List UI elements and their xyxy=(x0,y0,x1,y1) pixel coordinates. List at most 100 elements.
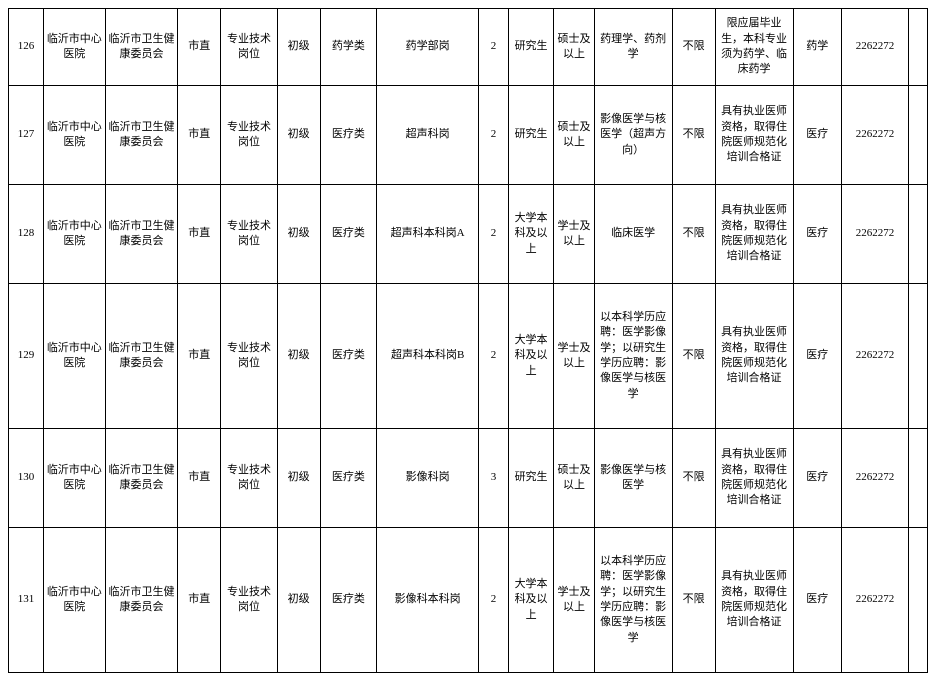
table-cell: 具有执业医师资格，取得住院医师规范化培训合格证 xyxy=(715,284,793,429)
table-cell: 临床医学 xyxy=(594,185,672,284)
table-cell: 市直 xyxy=(178,528,221,673)
table-cell: 临沂市卫生健康委员会 xyxy=(105,429,178,528)
table-cell: 以本科学历应聘：医学影像学；以研究生学历应聘：影像医学与核医学 xyxy=(594,284,672,429)
table-cell: 2262272 xyxy=(841,528,908,673)
table-cell: 医疗 xyxy=(793,429,841,528)
table-cell: 研究生 xyxy=(508,9,554,86)
table-cell: 药学 xyxy=(793,9,841,86)
table-cell: 市直 xyxy=(178,284,221,429)
table-cell xyxy=(909,429,928,528)
table-cell: 具有执业医师资格，取得住院医师规范化培训合格证 xyxy=(715,528,793,673)
table-cell: 131 xyxy=(9,528,44,673)
table-cell: 临沂市中心医院 xyxy=(43,429,105,528)
table-row: 131临沂市中心医院临沂市卫生健康委员会市直专业技术岗位初级医疗类影像科本科岗2… xyxy=(9,528,928,673)
table-cell: 医疗 xyxy=(793,284,841,429)
table-cell: 超声科本科岗B xyxy=(377,284,479,429)
table-cell: 市直 xyxy=(178,185,221,284)
table-cell: 研究生 xyxy=(508,429,554,528)
table-cell: 初级 xyxy=(277,86,320,185)
table-cell: 2262272 xyxy=(841,185,908,284)
table-cell: 以本科学历应聘：医学影像学；以研究生学历应聘：影像医学与核医学 xyxy=(594,528,672,673)
table-row: 126临沂市中心医院临沂市卫生健康委员会市直专业技术岗位初级药学类药学部岗2研究… xyxy=(9,9,928,86)
table-cell: 临沂市卫生健康委员会 xyxy=(105,185,178,284)
table-cell: 临沂市卫生健康委员会 xyxy=(105,9,178,86)
table-cell: 2 xyxy=(479,185,509,284)
table-cell: 不限 xyxy=(672,9,715,86)
table-cell: 临沂市中心医院 xyxy=(43,528,105,673)
table-cell xyxy=(909,9,928,86)
table-cell: 128 xyxy=(9,185,44,284)
table-cell: 医疗类 xyxy=(320,284,376,429)
table-cell: 医疗类 xyxy=(320,429,376,528)
table-cell: 医疗 xyxy=(793,528,841,673)
table-cell: 不限 xyxy=(672,86,715,185)
table-cell: 医疗 xyxy=(793,185,841,284)
table-cell: 2 xyxy=(479,9,509,86)
table-cell: 硕士及以上 xyxy=(554,429,594,528)
table-cell: 2262272 xyxy=(841,86,908,185)
table-cell: 2262272 xyxy=(841,9,908,86)
table-cell: 市直 xyxy=(178,9,221,86)
table-cell: 学士及以上 xyxy=(554,185,594,284)
table-cell: 临沂市卫生健康委员会 xyxy=(105,528,178,673)
table-cell: 大学本科及以上 xyxy=(508,284,554,429)
table-cell: 不限 xyxy=(672,284,715,429)
table-cell: 具有执业医师资格，取得住院医师规范化培训合格证 xyxy=(715,86,793,185)
table-cell xyxy=(909,86,928,185)
table-cell: 影像医学与核医学 xyxy=(594,429,672,528)
table-cell: 2 xyxy=(479,86,509,185)
table-row: 130临沂市中心医院临沂市卫生健康委员会市直专业技术岗位初级医疗类影像科岗3研究… xyxy=(9,429,928,528)
table-cell: 初级 xyxy=(277,528,320,673)
table-cell: 学士及以上 xyxy=(554,528,594,673)
table-cell: 超声科岗 xyxy=(377,86,479,185)
table-cell: 临沂市中心医院 xyxy=(43,9,105,86)
table-cell: 初级 xyxy=(277,429,320,528)
table-body: 126临沂市中心医院临沂市卫生健康委员会市直专业技术岗位初级药学类药学部岗2研究… xyxy=(9,9,928,673)
table-cell: 2262272 xyxy=(841,284,908,429)
table-cell: 临沂市中心医院 xyxy=(43,185,105,284)
table-cell: 126 xyxy=(9,9,44,86)
table-cell: 药学部岗 xyxy=(377,9,479,86)
table-cell: 临沂市中心医院 xyxy=(43,284,105,429)
table-row: 129临沂市中心医院临沂市卫生健康委员会市直专业技术岗位初级医疗类超声科本科岗B… xyxy=(9,284,928,429)
table-cell: 临沂市中心医院 xyxy=(43,86,105,185)
table-cell: 大学本科及以上 xyxy=(508,528,554,673)
table-cell: 硕士及以上 xyxy=(554,9,594,86)
table-cell: 研究生 xyxy=(508,86,554,185)
table-cell: 专业技术岗位 xyxy=(221,429,277,528)
table-cell: 医疗 xyxy=(793,86,841,185)
table-row: 127临沂市中心医院临沂市卫生健康委员会市直专业技术岗位初级医疗类超声科岗2研究… xyxy=(9,86,928,185)
table-cell: 影像医学与核医学（超声方向） xyxy=(594,86,672,185)
table-cell: 初级 xyxy=(277,9,320,86)
table-cell: 具有执业医师资格，取得住院医师规范化培训合格证 xyxy=(715,429,793,528)
table-cell: 专业技术岗位 xyxy=(221,284,277,429)
table-cell: 不限 xyxy=(672,528,715,673)
table-cell: 临沂市卫生健康委员会 xyxy=(105,284,178,429)
table-cell: 超声科本科岗A xyxy=(377,185,479,284)
table-cell: 影像科本科岗 xyxy=(377,528,479,673)
table-cell: 专业技术岗位 xyxy=(221,86,277,185)
table-cell xyxy=(909,284,928,429)
table-cell: 130 xyxy=(9,429,44,528)
table-cell: 药学类 xyxy=(320,9,376,86)
table-cell: 专业技术岗位 xyxy=(221,185,277,284)
table-cell xyxy=(909,185,928,284)
table-cell: 3 xyxy=(479,429,509,528)
table-cell: 医疗类 xyxy=(320,86,376,185)
table-cell: 2 xyxy=(479,284,509,429)
table-cell: 129 xyxy=(9,284,44,429)
table-cell: 不限 xyxy=(672,429,715,528)
table-cell: 限应届毕业生，本科专业须为药学、临床药学 xyxy=(715,9,793,86)
table-cell: 专业技术岗位 xyxy=(221,9,277,86)
table-cell: 医疗类 xyxy=(320,528,376,673)
table-cell: 具有执业医师资格，取得住院医师规范化培训合格证 xyxy=(715,185,793,284)
table-cell: 不限 xyxy=(672,185,715,284)
table-cell: 初级 xyxy=(277,284,320,429)
table-cell: 硕士及以上 xyxy=(554,86,594,185)
table-cell: 市直 xyxy=(178,86,221,185)
table-cell: 127 xyxy=(9,86,44,185)
table-cell: 市直 xyxy=(178,429,221,528)
recruitment-table: 126临沂市中心医院临沂市卫生健康委员会市直专业技术岗位初级药学类药学部岗2研究… xyxy=(8,8,928,673)
table-cell: 2 xyxy=(479,528,509,673)
table-cell: 初级 xyxy=(277,185,320,284)
